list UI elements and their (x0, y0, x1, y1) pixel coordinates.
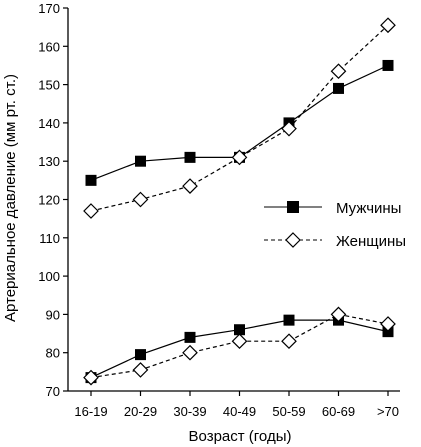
x-tick-label: 20-29 (124, 404, 157, 419)
y-tick-label: 150 (38, 78, 60, 93)
x-tick-label: >70 (377, 404, 399, 419)
y-ticks: 70 80 90 100 110 120 130 140 150 160 170 (38, 1, 68, 399)
series-systolic-women (83, 17, 396, 219)
y-tick-label: 120 (38, 193, 60, 208)
y-tick-label: 110 (39, 231, 60, 246)
data-point-diamond (330, 63, 347, 80)
data-point-diamond (281, 120, 297, 137)
data-point-square (184, 331, 196, 343)
series-systolic-men (85, 59, 394, 186)
x-tick-label: 40-49 (223, 404, 256, 419)
data-point-square (382, 59, 394, 71)
x-ticks: 16-19 20-29 30-39 40-49 50-59 60-69 >70 (74, 391, 399, 419)
data-point-square (85, 174, 97, 186)
data-point-square (135, 155, 146, 167)
data-point-diamond (330, 306, 347, 323)
data-point-diamond (281, 333, 297, 350)
data-point-diamond (182, 344, 198, 361)
data-point-square (184, 151, 196, 163)
y-tick-label: 130 (38, 154, 60, 169)
data-point-diamond (380, 316, 396, 332)
x-tick-label: 16-19 (74, 404, 107, 419)
x-tick-label: 60-69 (322, 404, 355, 419)
y-tick-label: 90 (46, 307, 60, 322)
series-line (90, 24, 389, 212)
legend-label-men: Мужчины (336, 200, 401, 217)
data-point-diamond (132, 362, 149, 378)
y-tick-label: 100 (38, 269, 60, 284)
data-point-diamond (132, 191, 149, 208)
y-tick-label: 70 (46, 384, 60, 399)
data-point-diamond (231, 333, 248, 350)
series-diastolic-women (83, 306, 396, 386)
data-point-square (333, 82, 344, 94)
data-point-diamond (182, 178, 198, 194)
y-tick-label: 140 (38, 116, 60, 131)
y-tick-label: 160 (38, 39, 60, 54)
data-point-square (135, 349, 146, 361)
x-tick-label: 50-59 (272, 404, 305, 419)
x-axis-title: Возраст (годы) (189, 428, 292, 445)
legend: Мужчины Женщины (264, 200, 406, 250)
data-point-square (234, 324, 245, 336)
x-tick-label: 30-39 (173, 404, 206, 419)
data-point-diamond (83, 203, 99, 219)
series-layer (83, 17, 396, 386)
y-tick-label: 170 (38, 1, 60, 16)
data-point-diamond (231, 149, 248, 166)
y-tick-label: 80 (46, 346, 60, 361)
legend-marker-women (285, 232, 301, 248)
legend-label-women: Женщины (336, 233, 406, 250)
data-point-diamond (83, 369, 99, 386)
data-point-diamond (380, 17, 396, 34)
y-axis-title: Артериальное давление (мм рт. ст.) (2, 74, 19, 322)
data-point-square (283, 314, 295, 326)
legend-marker-men (287, 201, 299, 213)
